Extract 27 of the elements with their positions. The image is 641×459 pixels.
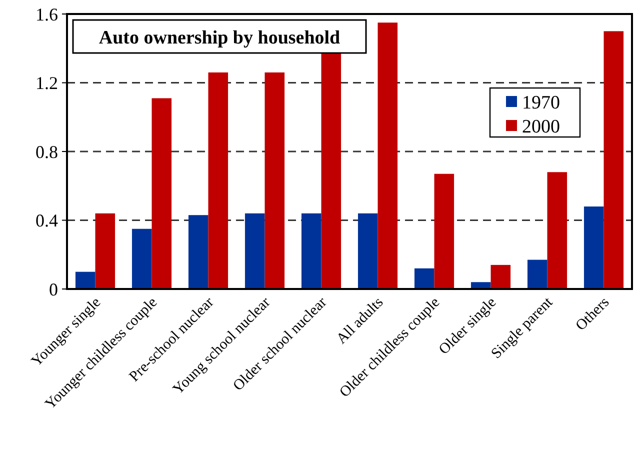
y-tick-label: 0.4 (36, 210, 58, 231)
bar (414, 268, 434, 289)
bar (188, 215, 208, 289)
bar (95, 213, 116, 289)
bar (264, 72, 285, 289)
y-tick-label: 1.6 (36, 4, 58, 24)
bar (584, 206, 604, 289)
bar (434, 174, 454, 289)
bar (490, 264, 511, 289)
bar (358, 213, 378, 289)
bar (604, 31, 624, 289)
bar (527, 260, 548, 289)
bar (378, 22, 398, 289)
y-tick-label: 0 (49, 279, 58, 300)
legend-label: 2000 (522, 116, 560, 138)
bar (75, 272, 96, 289)
bar (321, 52, 342, 289)
y-tick-label: 1.2 (36, 73, 58, 94)
y-tick-label: 0.8 (36, 142, 58, 162)
bar (208, 72, 228, 289)
bar (244, 213, 265, 289)
bar (547, 172, 568, 289)
legend-label: 1970 (522, 92, 560, 114)
text: Auto ownership by household (98, 28, 341, 49)
bar (301, 213, 322, 289)
bar (132, 228, 152, 289)
bar (152, 98, 172, 289)
